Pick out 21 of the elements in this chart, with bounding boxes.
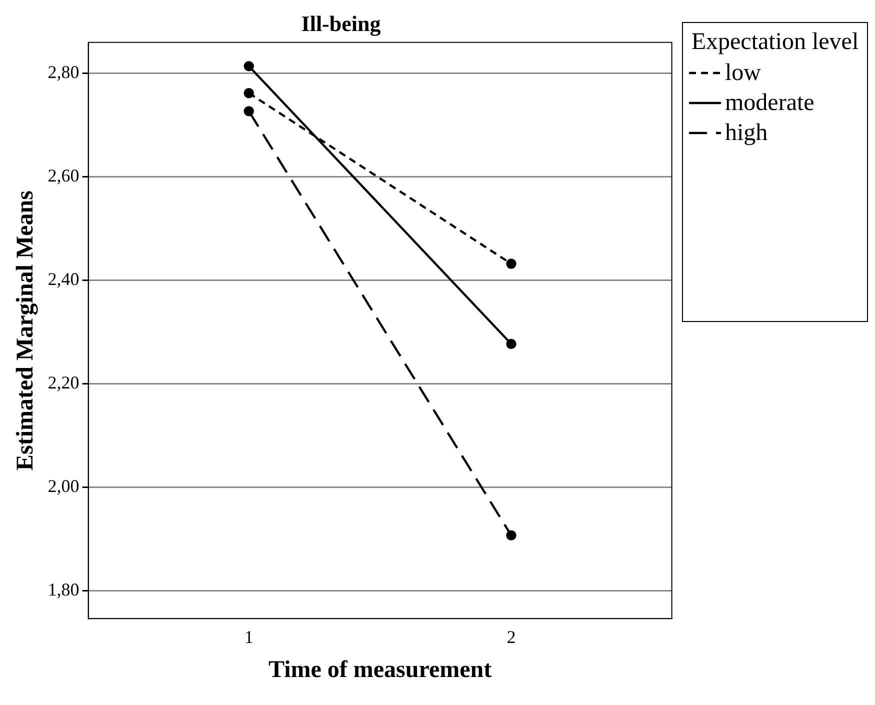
y-tick-label: 2,60 (48, 166, 80, 186)
y-tick-label: 2,80 (48, 62, 80, 82)
y-tick-label: 2,20 (48, 372, 80, 393)
y-tick-label: 2,00 (48, 476, 80, 496)
x-axis-title: Time of measurement (268, 656, 492, 683)
point (244, 61, 254, 72)
y-axis-title: Estimated Marginal Means (12, 190, 39, 470)
point (506, 338, 516, 350)
x-tick-label: 1 (244, 627, 254, 648)
y-tick-label: 1,80 (48, 579, 80, 600)
legend-label: high (725, 119, 768, 148)
point (506, 258, 516, 269)
legend-label: low (725, 59, 761, 88)
y-tick-label: 2,40 (48, 269, 80, 290)
legend-label: moderate (725, 89, 814, 118)
point (506, 530, 516, 540)
chart-title: Ill-being (301, 10, 381, 36)
legend-title: Expectation level (690, 29, 860, 56)
x-tick-label: 2 (506, 627, 516, 648)
point (244, 88, 254, 98)
point (244, 106, 254, 116)
